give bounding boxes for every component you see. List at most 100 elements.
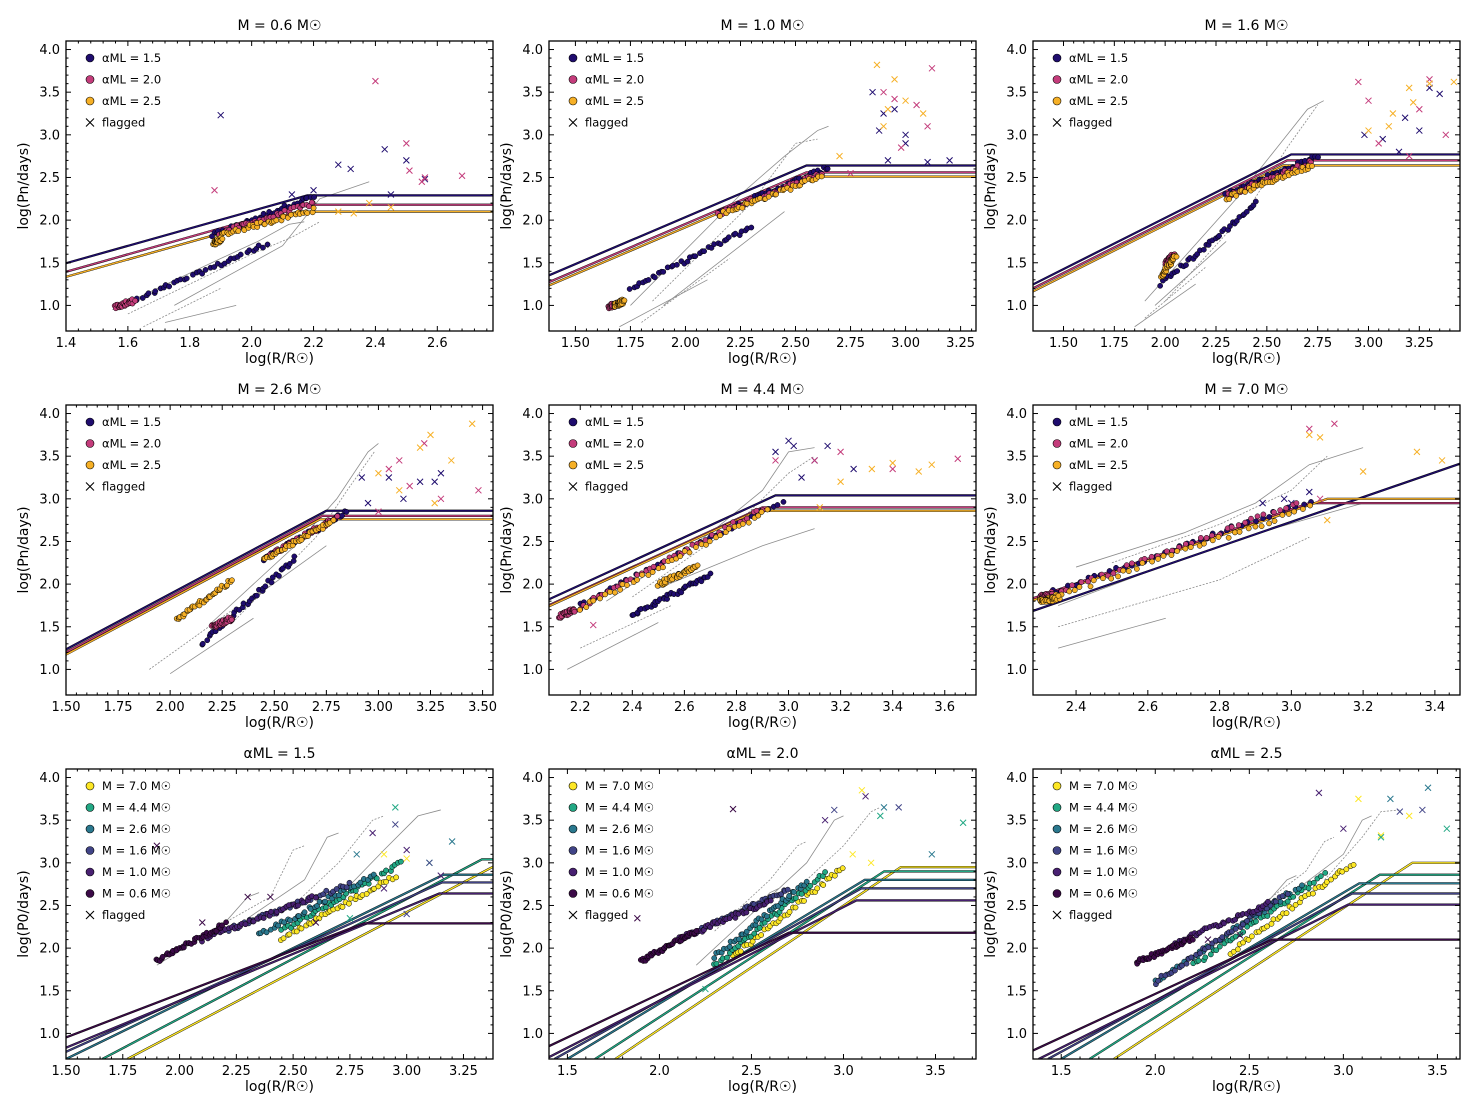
y-tick-label: 1.5 [1006,256,1027,271]
data-point [311,194,317,200]
data-point [1087,583,1094,590]
y-axis-label: log(Pn/days) [16,506,32,593]
flagged-point [380,850,388,858]
fit-line [549,171,976,283]
legend-label: αML = 2.0 [1069,73,1128,87]
data-point [1126,568,1132,575]
flagged-point [824,442,831,450]
data-point [322,904,329,911]
flagged-point [1426,80,1433,88]
data-point [1227,223,1233,229]
data-point [237,251,244,258]
y-tick-label: 3.0 [522,128,543,143]
fit-line [66,510,493,650]
flagged-point [891,95,898,103]
flagged-point [928,850,936,858]
data-point [645,572,652,578]
data-point [1221,920,1227,927]
panel-title: M = 4.4 M☉ [720,382,804,398]
data-point [1260,511,1267,518]
data-point [778,891,785,897]
flagged-point [1316,434,1324,441]
data-point [1155,556,1161,562]
legend-label: M = 7.0 M☉ [585,779,654,793]
flagged-point [702,985,709,993]
y-tick-label: 2.0 [522,942,543,957]
flagged-point [889,459,897,467]
legend-label: flagged [1069,908,1112,922]
data-point [333,886,340,892]
flagged-point [884,105,892,113]
data-point [268,579,275,586]
legend-label: M = 0.6 M☉ [102,887,171,901]
data-point [314,903,320,909]
flagged-point [1401,114,1409,122]
data-point [313,894,319,901]
y-tick-label: 3.5 [39,450,60,465]
legend-label: αML = 2.0 [102,73,161,87]
data-point [1244,918,1250,924]
data-point [1209,537,1216,544]
legend-marker [568,417,578,427]
flagged-point [468,420,476,428]
data-point [152,288,159,295]
legend-label: M = 2.6 M☉ [102,822,171,836]
flagged-point [876,812,884,820]
data-point [786,893,793,899]
flagged-point [1280,495,1288,503]
data-point [820,882,827,888]
flagged-point [448,838,456,845]
data-point [323,887,330,894]
x-axis-label: log(R/R☉) [245,351,314,367]
flagged-point [426,859,433,867]
model-track [652,138,818,302]
data-point [250,918,257,925]
y-tick-label: 2.0 [39,942,60,957]
data-point [1055,592,1062,599]
data-point [373,875,380,882]
data-point [686,549,693,556]
y-tick-label: 3.5 [522,450,543,465]
x-tick-label: 3.50 [468,700,497,715]
legend-marker [85,824,95,834]
data-point [1285,511,1292,517]
data-point [617,586,624,593]
data-point [219,922,225,929]
data-point [1207,951,1214,958]
data-point [346,879,353,886]
plot-area [549,786,976,1059]
data-point [1235,522,1242,528]
ticks: 1.50 1.75 2.00 2.25 2.50 2.75 3.00 3.25 3.50 1.0 1… [39,404,497,715]
data-point [1201,540,1207,547]
panel-3: 1.50 1.75 2.00 2.25 2.50 2.75 3.00 3.25 1.0 1.5 2.… [983,18,1461,367]
y-tick-label: 1.5 [1006,984,1027,999]
flagged-point [633,914,641,922]
data-point [132,297,139,304]
flagged-point [1323,516,1331,524]
y-tick-label: 2.0 [522,578,543,593]
y-tick-label: 3.5 [1006,450,1027,465]
x-tick-label: 1.50 [52,1064,81,1079]
data-point [1291,508,1298,515]
y-axis-label: log(Pn/days) [499,142,515,229]
y-tick-label: 1.5 [39,620,60,635]
legend-marker [1052,439,1062,448]
x-tick-label: 2.6 [674,700,695,715]
flagged-point [798,474,805,481]
panel-title: M = 0.6 M☉ [237,18,321,34]
model-track [1249,836,1335,915]
data-point [749,938,756,945]
data-point [1133,566,1140,572]
x-tick-label: 2.8 [726,700,747,715]
legend-label: flagged [585,116,628,130]
legend-marker [568,867,578,877]
model-track [630,125,829,306]
y-axis-label: log(P0/days) [983,870,999,957]
data-point [1110,570,1117,577]
data-point [577,607,583,613]
fit-line [1033,164,1460,293]
fit-line [549,899,976,1058]
data-point [607,589,613,595]
data-point [1264,913,1271,919]
legend-marker-flagged [1052,118,1062,127]
